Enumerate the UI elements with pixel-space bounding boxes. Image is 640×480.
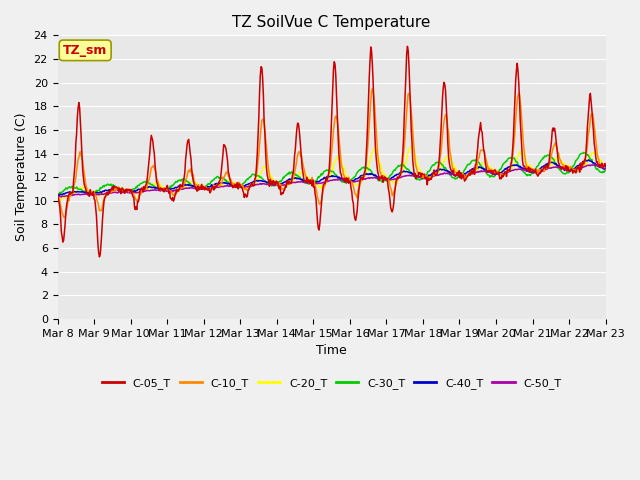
Y-axis label: Soil Temperature (C): Soil Temperature (C) [15, 113, 28, 241]
Text: TZ_sm: TZ_sm [63, 44, 108, 57]
X-axis label: Time: Time [316, 344, 347, 357]
Legend: C-05_T, C-10_T, C-20_T, C-30_T, C-40_T, C-50_T: C-05_T, C-10_T, C-20_T, C-30_T, C-40_T, … [97, 373, 566, 393]
Title: TZ SoilVue C Temperature: TZ SoilVue C Temperature [232, 15, 431, 30]
